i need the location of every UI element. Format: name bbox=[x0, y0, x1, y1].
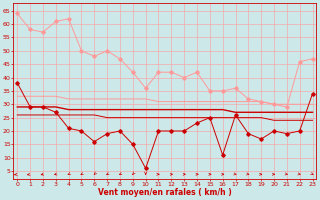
X-axis label: Vent moyen/en rafales ( km/h ): Vent moyen/en rafales ( km/h ) bbox=[98, 188, 232, 197]
